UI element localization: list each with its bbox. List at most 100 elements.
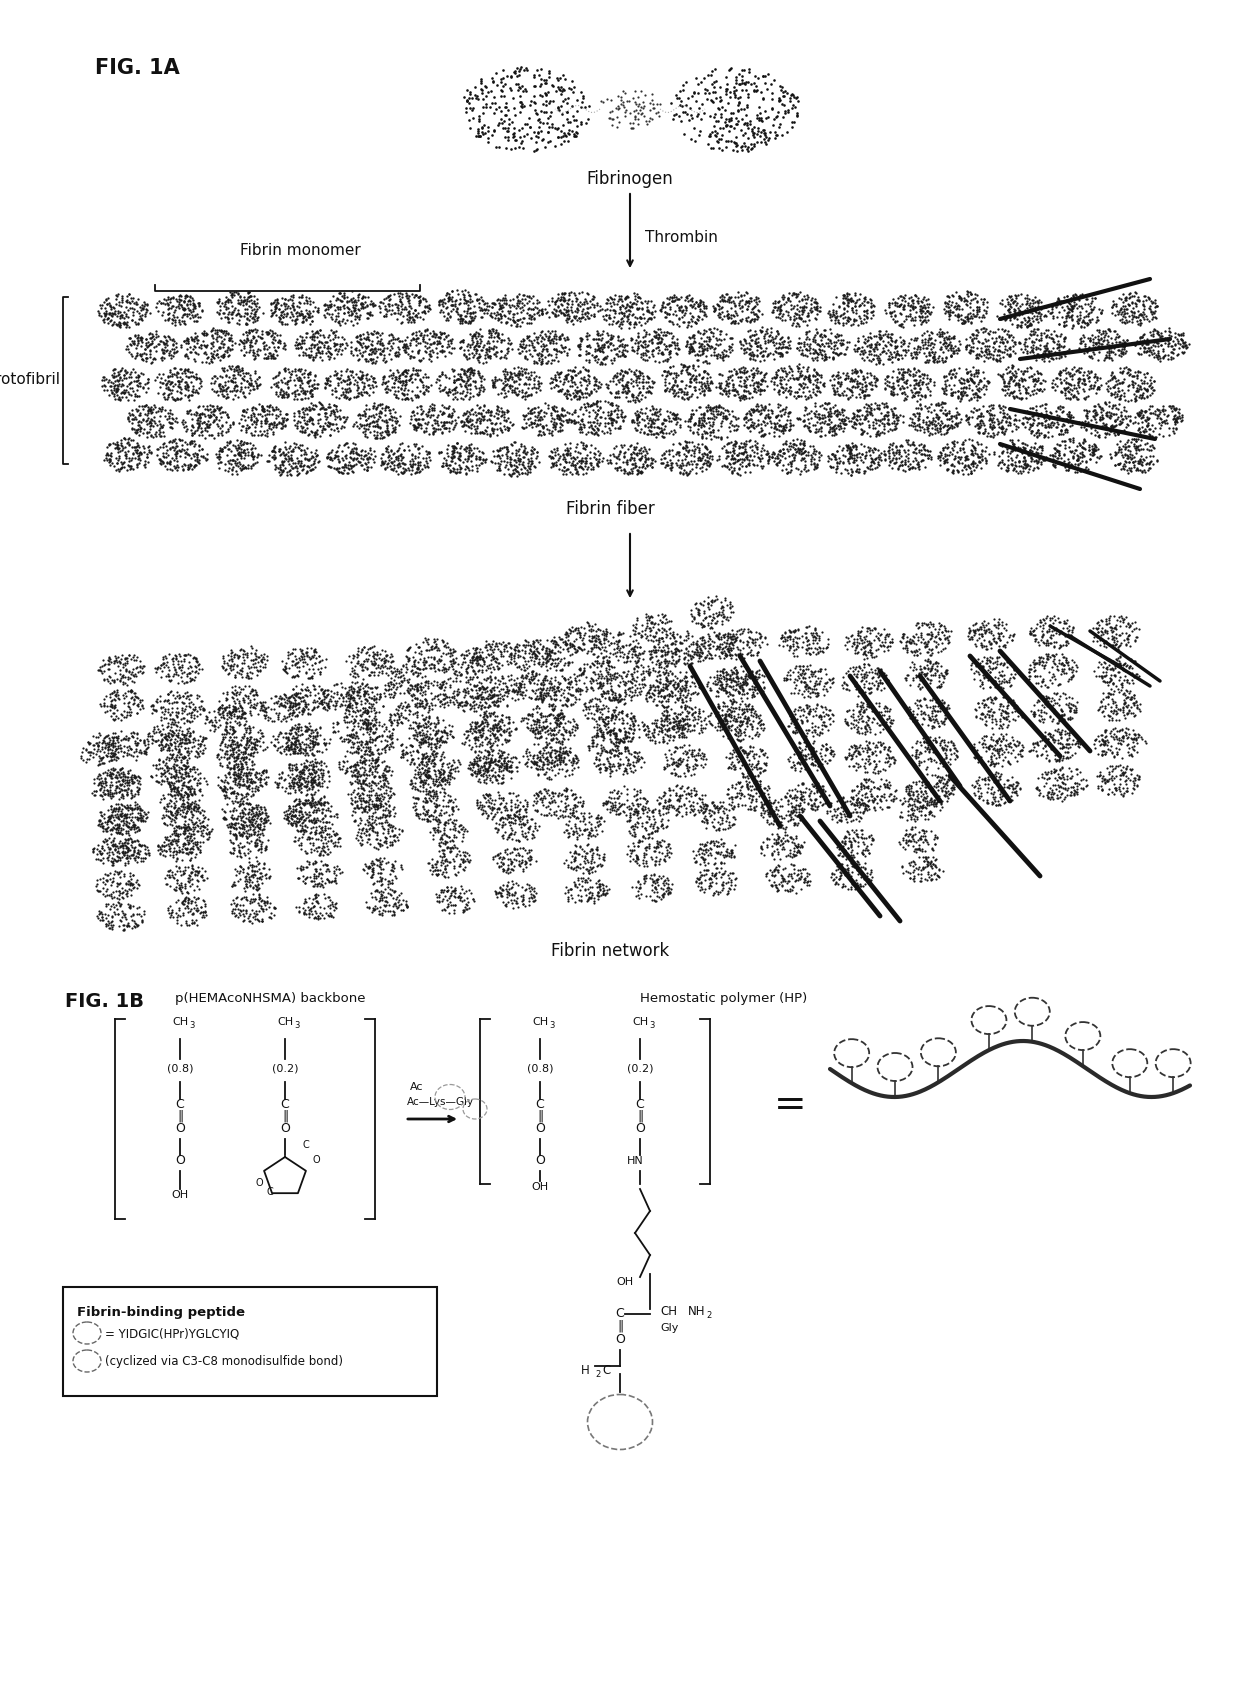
Point — [336, 691, 356, 719]
Point — [308, 410, 327, 437]
Point — [114, 362, 134, 389]
Point — [522, 633, 542, 661]
Point — [861, 335, 880, 362]
Point — [485, 655, 505, 683]
Point — [342, 674, 362, 702]
Point — [444, 376, 464, 403]
Point — [781, 852, 801, 879]
Point — [553, 300, 573, 328]
Point — [807, 319, 827, 347]
Point — [1084, 376, 1104, 403]
Point — [94, 667, 114, 695]
Point — [789, 857, 808, 884]
Point — [289, 737, 309, 765]
Point — [1080, 309, 1100, 336]
Point — [977, 789, 997, 816]
Point — [650, 654, 670, 681]
Point — [971, 702, 991, 729]
Point — [227, 806, 247, 833]
Point — [744, 370, 764, 398]
Point — [534, 777, 554, 804]
Point — [775, 828, 795, 855]
Point — [335, 376, 355, 403]
Point — [489, 683, 508, 710]
Point — [368, 847, 388, 874]
Point — [830, 374, 849, 401]
Point — [486, 302, 506, 329]
Point — [466, 685, 486, 712]
Point — [563, 452, 583, 480]
Point — [222, 280, 242, 307]
Point — [708, 128, 728, 155]
Point — [627, 283, 647, 311]
Point — [652, 813, 672, 840]
Point — [668, 287, 688, 314]
Point — [687, 311, 707, 338]
Point — [124, 329, 144, 357]
Point — [179, 708, 198, 736]
Point — [337, 283, 357, 311]
Point — [930, 626, 950, 654]
Point — [724, 876, 744, 903]
Point — [565, 456, 585, 483]
Point — [448, 367, 467, 394]
Point — [423, 741, 443, 768]
Point — [396, 372, 415, 399]
Point — [632, 360, 652, 387]
Point — [415, 724, 435, 751]
Point — [465, 673, 485, 700]
Point — [233, 891, 253, 918]
Point — [316, 809, 336, 836]
Point — [727, 722, 746, 749]
Point — [569, 280, 589, 307]
Point — [541, 710, 560, 737]
Point — [298, 893, 317, 920]
Point — [146, 321, 166, 348]
Point — [228, 287, 248, 314]
Point — [751, 319, 771, 347]
Point — [345, 669, 365, 696]
Point — [407, 700, 427, 727]
Point — [683, 328, 703, 355]
Point — [546, 302, 565, 329]
Point — [118, 457, 138, 485]
Point — [430, 338, 450, 365]
Point — [608, 401, 627, 428]
Point — [299, 717, 319, 744]
Point — [458, 280, 477, 307]
Point — [368, 901, 388, 929]
Point — [143, 729, 162, 756]
Point — [715, 712, 735, 739]
Point — [399, 287, 419, 314]
Point — [1043, 784, 1063, 811]
Point — [148, 290, 167, 318]
Point — [1116, 766, 1136, 794]
Point — [849, 370, 869, 398]
Point — [997, 766, 1017, 794]
Point — [749, 444, 769, 471]
Point — [476, 703, 496, 731]
Point — [181, 845, 201, 872]
Point — [215, 761, 234, 789]
Point — [549, 405, 569, 432]
Point — [553, 748, 573, 775]
Point — [738, 780, 758, 807]
Point — [157, 664, 177, 691]
Point — [729, 780, 749, 807]
Point — [789, 809, 808, 836]
Point — [324, 329, 343, 357]
Point — [1096, 376, 1116, 403]
Point — [430, 372, 450, 399]
Point — [265, 336, 285, 364]
Point — [587, 734, 606, 761]
Point — [621, 358, 641, 386]
Point — [470, 754, 490, 782]
Point — [533, 415, 553, 442]
Point — [1099, 707, 1118, 734]
Point — [620, 630, 640, 657]
Point — [130, 341, 150, 369]
Point — [505, 807, 525, 835]
Point — [441, 285, 461, 312]
Point — [195, 396, 215, 423]
Point — [238, 727, 258, 754]
